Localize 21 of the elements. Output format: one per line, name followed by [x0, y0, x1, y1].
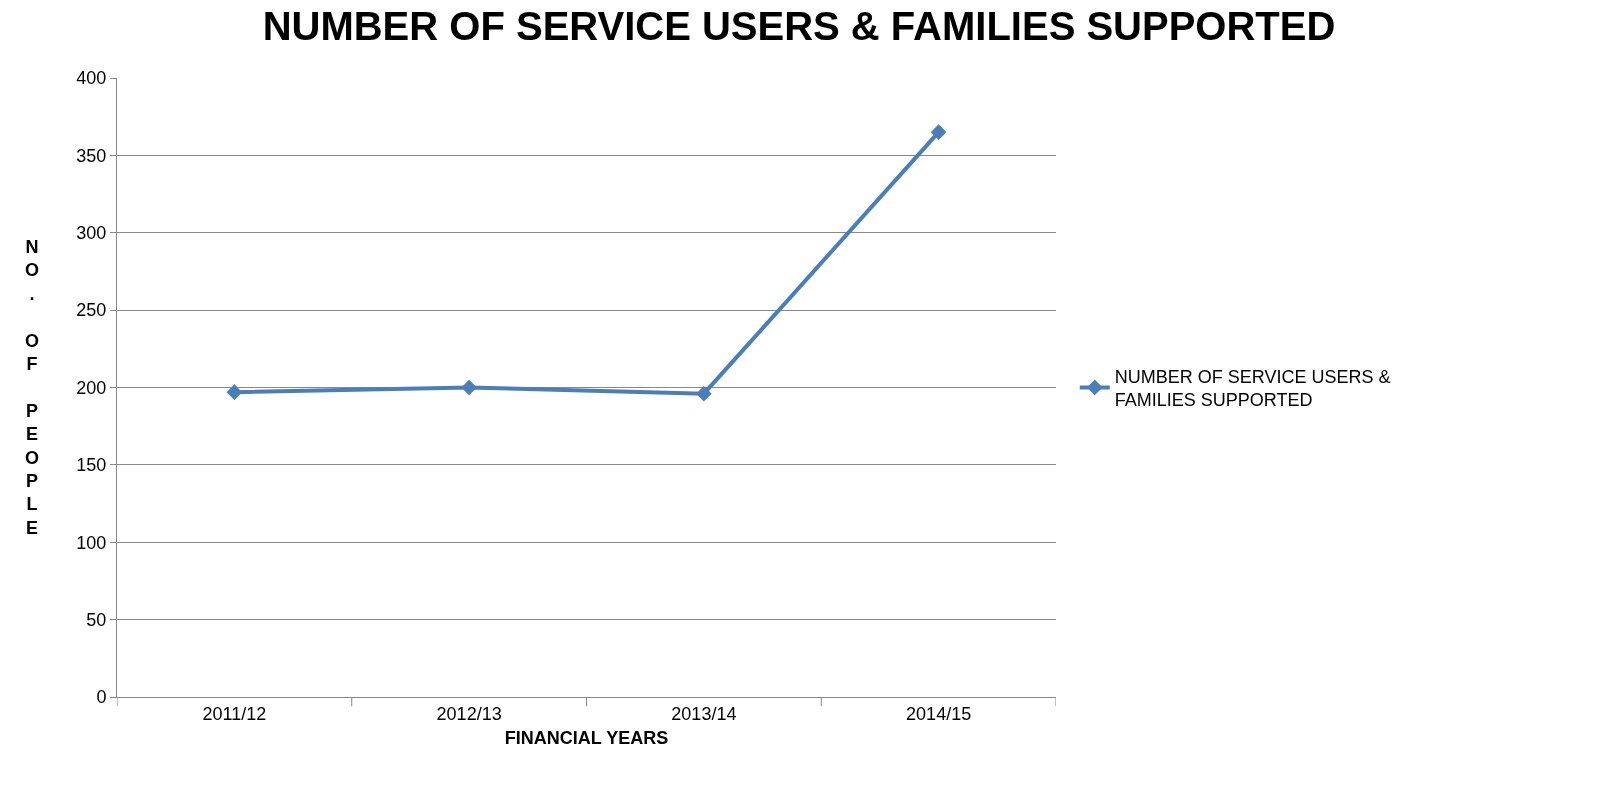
y-tick-label: 50 — [86, 609, 107, 630]
legend-label: NUMBER OF SERVICE USERS & FAMILIES SUPPORTED — [1114, 366, 1391, 411]
y-tick-label: 0 — [96, 687, 107, 708]
point — [226, 384, 243, 400]
x-tick-label: 2014/15 — [906, 703, 972, 724]
text: NO. OF PEOPLE — [25, 237, 40, 538]
y-tick-label: 250 — [76, 300, 107, 321]
x-tick-label: 2013/14 — [671, 703, 737, 724]
x-tick-label: 2011/12 — [202, 703, 267, 724]
y-tick-label: 100 — [76, 532, 107, 553]
y-tick-label: 200 — [76, 377, 107, 398]
point — [696, 385, 712, 402]
chart-title: NUMBER OF SERVICE USERS & FAMILIES SUPPORTED — [262, 3, 1336, 48]
y-tick-label: 150 — [76, 455, 107, 476]
x-axis-title: FINANCIAL YEARS — [504, 727, 669, 748]
y-tick-label: 350 — [76, 145, 107, 166]
y-tick-label: 400 — [76, 68, 107, 89]
y-tick-label: 300 — [76, 223, 107, 244]
x-tick-label: 2012/13 — [436, 703, 502, 724]
point — [930, 124, 947, 140]
point — [461, 379, 477, 396]
